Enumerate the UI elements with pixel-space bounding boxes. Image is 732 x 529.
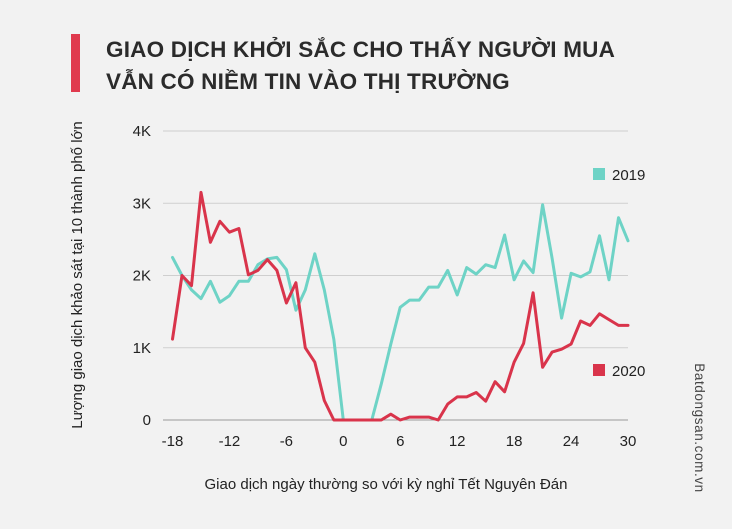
legend-label-2019: 2019 bbox=[612, 167, 645, 184]
chart-title-line-2: VẪN CÓ NIỀM TIN VÀO THỊ TRƯỜNG bbox=[106, 69, 510, 94]
legend: 2019 2020 bbox=[593, 167, 645, 380]
y-tick-label: 3K bbox=[133, 195, 151, 212]
series-lines bbox=[171, 190, 630, 422]
y-tick-label: 2K bbox=[133, 268, 151, 285]
y-tick-label: 4K bbox=[133, 123, 151, 140]
series-line-2019 bbox=[171, 203, 630, 422]
series-line-2020 bbox=[171, 190, 630, 422]
legend-swatch-2020 bbox=[593, 364, 605, 376]
x-tick-label: 6 bbox=[396, 433, 404, 450]
x-tick-label: 18 bbox=[506, 433, 523, 450]
chart-title-line-1: GIAO DỊCH KHỞI SẮC CHO THẤY NGƯỜI MUA bbox=[106, 37, 616, 62]
legend-label-2020: 2020 bbox=[612, 363, 645, 380]
y-tick-label: 0 bbox=[143, 412, 151, 429]
x-tick-label: 0 bbox=[339, 433, 347, 450]
x-axis-label: Giao dịch ngày thường so với kỳ nghỉ Tết… bbox=[205, 476, 568, 493]
x-tick-label: 12 bbox=[449, 433, 466, 450]
y-axis-label: Lượng giao dịch khảo sát tại 10 thành ph… bbox=[69, 121, 86, 428]
legend-swatch-2019 bbox=[593, 168, 605, 180]
x-tick-label: -18 bbox=[162, 433, 184, 450]
grid-lines bbox=[163, 130, 628, 421]
x-tick-label: -12 bbox=[219, 433, 241, 450]
y-tick-label: 1K bbox=[133, 340, 151, 357]
x-tick-label: 24 bbox=[563, 433, 580, 450]
title-accent-bar bbox=[71, 34, 80, 92]
x-tick-label: -6 bbox=[280, 433, 293, 450]
chart-title: GIAO DỊCH KHỞI SẮC CHO THẤY NGƯỜI MUA VẪ… bbox=[106, 34, 666, 98]
x-axis-ticks: -18 -12 -6 0 6 12 18 24 30 bbox=[162, 433, 637, 450]
y-axis-ticks: 0 1K 2K 3K 4K bbox=[133, 123, 151, 429]
watermark-text: Batdongsan.com.vn bbox=[692, 363, 707, 493]
x-tick-label: 30 bbox=[620, 433, 637, 450]
